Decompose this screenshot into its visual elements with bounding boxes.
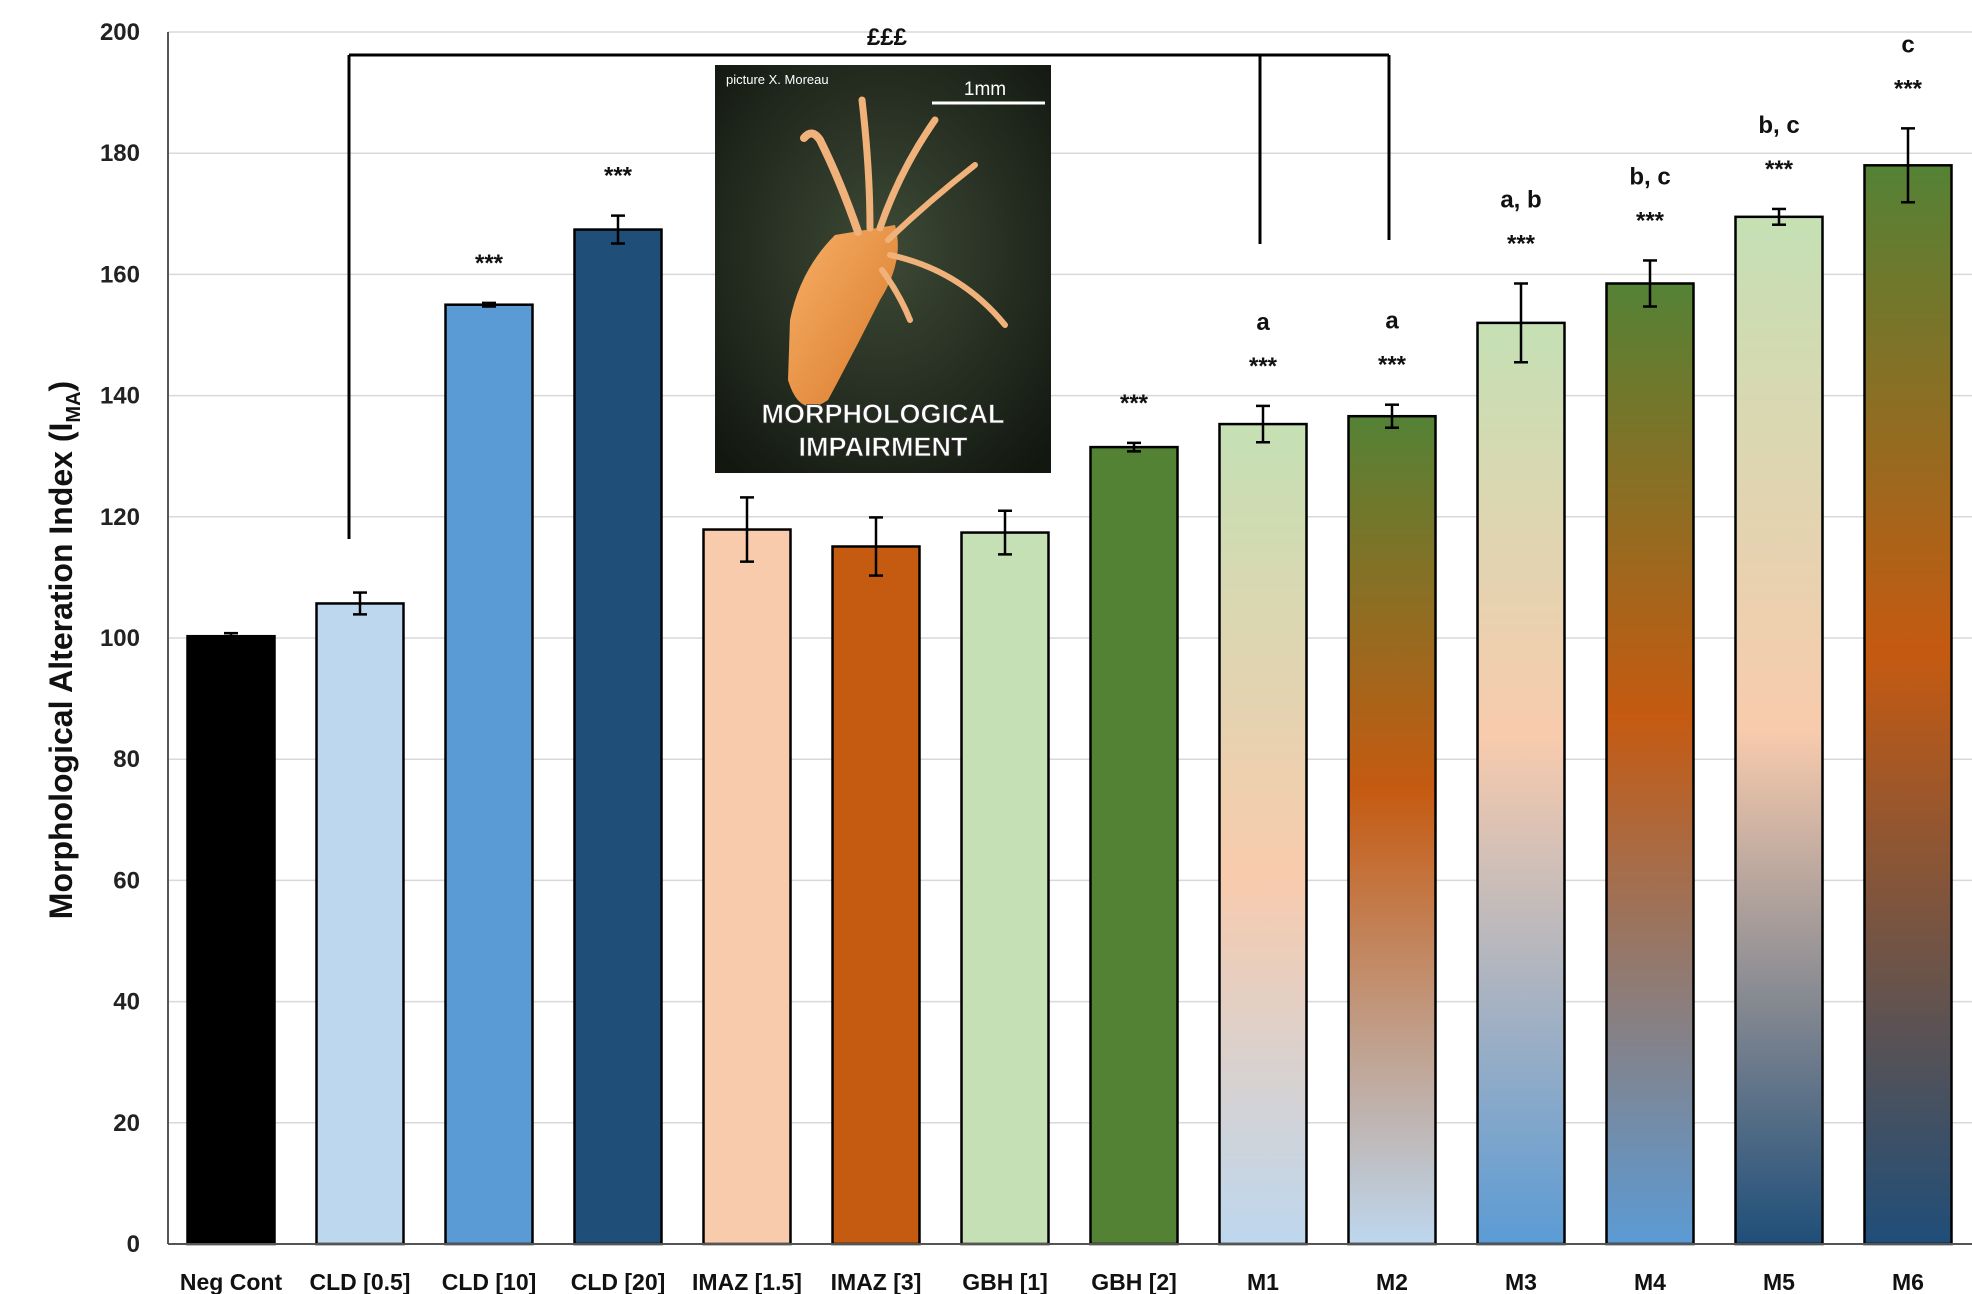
x-tick-label: IMAZ [1.5] <box>692 1269 802 1294</box>
error-bar <box>1514 282 1528 364</box>
significance-stars: *** <box>475 250 504 277</box>
bar <box>573 228 663 1246</box>
error-bar <box>740 496 754 563</box>
x-tick-label: M5 <box>1763 1269 1795 1294</box>
significance-letters: a, b <box>1500 186 1541 213</box>
bar <box>960 531 1050 1246</box>
error-bars <box>224 127 1915 641</box>
significance-stars: *** <box>1507 230 1536 257</box>
x-tick-label: Neg Cont <box>180 1269 283 1294</box>
y-tick-label: 80 <box>113 746 140 773</box>
bar <box>1089 445 1179 1246</box>
y-axis-tick-labels: 0 20 40 60 80 100 120 140 160 180 200 <box>100 19 140 1258</box>
bar <box>315 602 405 1246</box>
x-tick-label: M2 <box>1376 1269 1408 1294</box>
x-tick-label: M4 <box>1634 1269 1666 1294</box>
bar <box>444 303 534 1246</box>
bar <box>702 528 792 1246</box>
y-axis-label-end: ) <box>43 381 79 392</box>
hydra-image <box>788 96 1008 407</box>
y-axis-label-main: Morphological Alteration Index (I <box>43 423 79 920</box>
significance-letters: b, c <box>1629 163 1670 190</box>
gridlines <box>168 31 1972 1124</box>
inset-credit: picture X. Moreau <box>726 72 829 87</box>
y-tick-label: 140 <box>100 383 140 410</box>
significance-stars: *** <box>1894 75 1923 102</box>
x-tick-label: M6 <box>1892 1269 1924 1294</box>
significance-stars: *** <box>1249 353 1278 380</box>
inset-title-line1: MORPHOLOGICAL <box>762 399 1005 429</box>
y-axis-label: Morphological Alteration Index (IMA) <box>43 381 85 919</box>
x-tick-label: GBH [2] <box>1091 1269 1177 1294</box>
bar <box>186 634 276 1246</box>
x-tick-label: M3 <box>1505 1269 1537 1294</box>
x-axis-category-labels: Neg Cont CLD [0.5] CLD [10] CLD [20] IMAZ [1… <box>180 1269 1924 1294</box>
inset-photo: picture X. Moreau 1mm MORPHOLOGICAL IMPA… <box>715 65 1051 473</box>
error-bar <box>611 214 625 245</box>
significance-stars: *** <box>1120 390 1149 417</box>
y-tick-label: 100 <box>100 625 140 652</box>
significance-stars: *** <box>1765 156 1794 183</box>
y-tick-label: 200 <box>100 19 140 46</box>
y-tick-label: 40 <box>113 989 140 1016</box>
bar <box>1863 164 1953 1246</box>
bar <box>1734 215 1824 1246</box>
x-tick-label: GBH [1] <box>962 1269 1048 1294</box>
error-bar <box>1127 441 1141 453</box>
error-bar <box>353 591 367 616</box>
bar <box>1347 414 1437 1246</box>
x-tick-label: CLD [0.5] <box>310 1269 411 1294</box>
error-bar <box>482 301 496 308</box>
bar <box>1476 321 1566 1246</box>
significance-letters: a <box>1256 309 1270 336</box>
significance-letters: b, c <box>1758 112 1799 139</box>
error-bar <box>998 509 1012 556</box>
x-tick-label: CLD [20] <box>571 1269 666 1294</box>
significance-letters: c <box>1901 31 1914 58</box>
x-tick-label: M1 <box>1247 1269 1279 1294</box>
significance-letters: a <box>1385 308 1399 335</box>
error-bar <box>869 516 883 577</box>
y-axis-label-sub: MA <box>63 391 85 422</box>
error-bar <box>1772 207 1786 226</box>
bar <box>831 545 921 1246</box>
error-bar <box>1385 403 1399 429</box>
y-tick-label: 60 <box>113 867 140 894</box>
error-bar <box>1643 259 1657 308</box>
scale-bar-label: 1mm <box>964 79 1006 100</box>
bars <box>186 164 1953 1246</box>
significance-stars: *** <box>1378 352 1407 379</box>
y-tick-label: 160 <box>100 261 140 288</box>
significance-stars: *** <box>1636 207 1665 234</box>
y-tick-label: 0 <box>127 1231 140 1258</box>
comparison-bracket: £££ <box>347 24 1391 539</box>
x-tick-label: IMAZ [3] <box>831 1269 922 1294</box>
y-tick-label: 180 <box>100 140 140 167</box>
y-tick-label: 120 <box>100 504 140 531</box>
bar <box>1218 422 1308 1246</box>
error-bar <box>1256 404 1270 444</box>
significance-labels: *** *** *** *** a *** a *** a, b *** b, c *** b, c **… <box>475 31 1923 417</box>
bar <box>1605 282 1695 1246</box>
error-bar <box>1901 127 1915 204</box>
bracket-label: £££ <box>867 24 908 51</box>
significance-stars: *** <box>604 163 633 190</box>
x-tick-label: CLD [10] <box>442 1269 537 1294</box>
y-tick-label: 20 <box>113 1110 140 1137</box>
inset-title-line2: IMPAIRMENT <box>799 432 968 462</box>
error-bar <box>224 631 238 641</box>
